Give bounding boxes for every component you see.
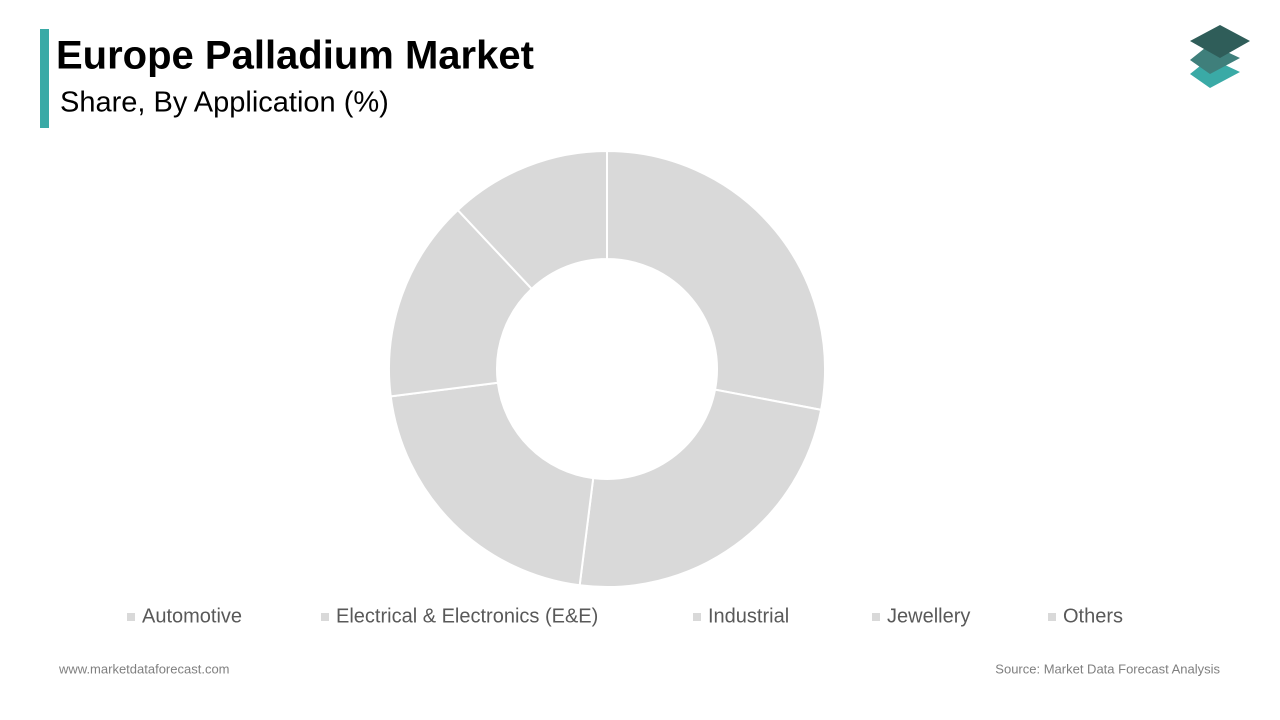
legend-label: Automotive [142,605,242,627]
website: www.marketdataforecast.com [58,661,230,676]
donut-slice [456,149,608,291]
legend-swatch [321,613,329,621]
legend-swatch [693,613,701,621]
chart-title: Europe Palladium Market [56,34,534,78]
logo [1190,25,1250,88]
legend-label: Electrical & Electronics (E&E) [336,605,598,627]
legend-swatch [127,613,135,621]
title-bar [40,29,49,128]
legend-swatch [1048,613,1056,621]
donut-slice [388,208,534,398]
donut-slice [389,381,595,587]
donut-slice [606,149,826,412]
legend-label: Industrial [708,605,789,627]
donut-slice [578,388,823,588]
legend-swatch [872,613,880,621]
legend-label: Jewellery [887,605,970,627]
source: Source: Market Data Forecast Analysis [995,661,1220,676]
chart-subtitle: Share, By Application (%) [60,87,389,119]
legend-label: Others [1063,605,1123,627]
